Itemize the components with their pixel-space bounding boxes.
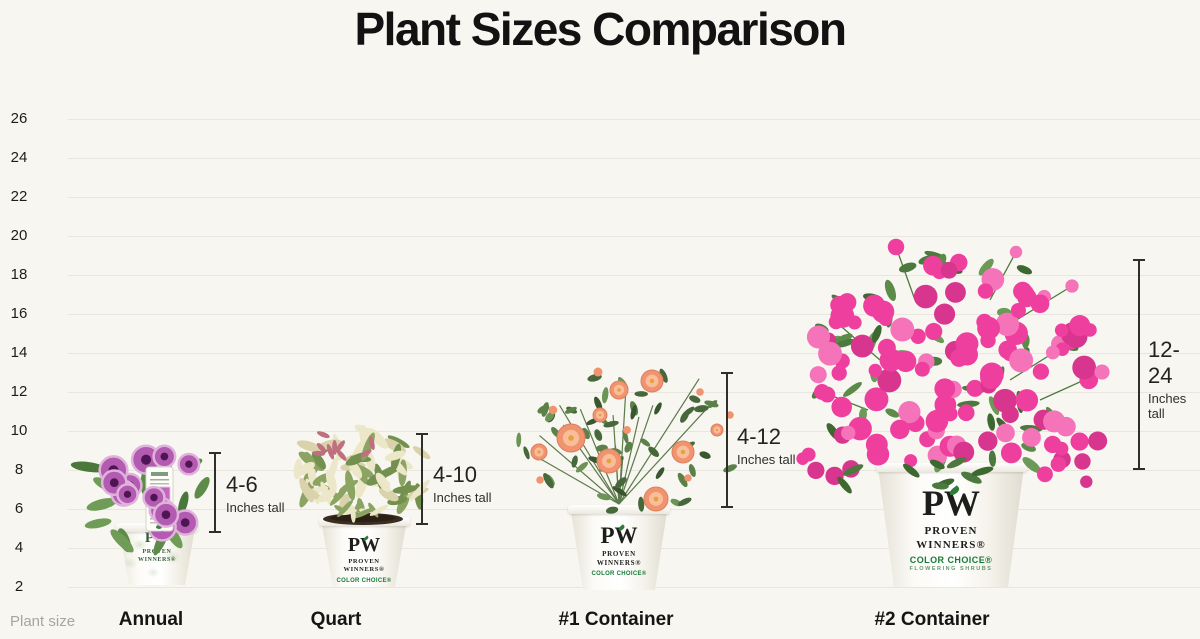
measurement-label: 12-24 Inches tall [1148, 337, 1200, 421]
pot-logo-pw: PW [145, 531, 169, 546]
pot-rim [875, 463, 1027, 472]
pot-quart: PW PROVEN WINNERS® COLOR CHOICE® [318, 517, 410, 587]
pot-label: PW PROVEN WINNERS® [118, 530, 196, 565]
gridline [68, 470, 1200, 471]
measurement-unit: Inches tall [1148, 391, 1187, 421]
plant-tag [145, 466, 174, 532]
gridline [68, 197, 1200, 198]
y-tick-label: 4 [14, 539, 24, 556]
measurement-bracket [209, 452, 221, 533]
pot-logo-pw: PW [922, 485, 980, 521]
pot-body [570, 505, 668, 590]
pot-label: PW PROVEN WINNERS® COLOR CHOICE® [570, 524, 668, 577]
bracket-line [1138, 259, 1140, 470]
y-tick-label: 8 [14, 461, 24, 478]
measurement-label: 4-10 Inches tall [433, 462, 492, 505]
y-tick-label: 26 [10, 110, 28, 127]
pot-subbrand: COLOR CHOICE® [336, 577, 392, 584]
y-tick-label: 6 [14, 500, 24, 517]
y-tick-label: 12 [10, 383, 28, 400]
plant-art-container-2 [796, 238, 1110, 494]
measurement-range: 12-24 [1148, 337, 1180, 388]
pot-brand-line: WINNERS® [138, 556, 176, 563]
measurement-unit: Inches tall [433, 490, 492, 505]
bracket-line [726, 372, 728, 508]
pot-annual: PW PROVEN WINNERS® [116, 523, 198, 585]
measurement-range: 4-12 [737, 424, 782, 449]
pot-logo-text: PW [347, 534, 381, 556]
bracket-cap [416, 433, 428, 435]
category-label-container-2: #2 Container [874, 609, 990, 630]
pot-brand-line: WINNERS® [596, 559, 642, 568]
pot-label: PW PROVEN WINNERS® COLOR CHOICE® [321, 535, 408, 584]
bracket-cap [209, 531, 221, 533]
plant-art-container-1 [516, 367, 737, 514]
measurement-range: 4-10 [433, 462, 478, 487]
measurement-label: 4-12 Inches tall [737, 424, 796, 467]
gridline [68, 431, 1200, 432]
pot-brand-line: PROVEN [142, 549, 172, 555]
y-tick-label: 24 [10, 149, 28, 166]
pot-logo-pw: PW [348, 535, 380, 555]
bracket-line [214, 452, 216, 533]
measurement-bracket [416, 433, 428, 525]
measurement-bracket [721, 372, 733, 508]
y-tick-label: 18 [10, 266, 28, 283]
y-tick-label: 14 [10, 344, 28, 361]
bracket-cap [721, 506, 733, 508]
measurement-label: 4-6 Inches tall [226, 472, 285, 515]
x-axis-label: Plant size [10, 613, 76, 630]
measurement-range: 4-6 [226, 472, 258, 497]
pot-subbrand: COLOR CHOICE® [591, 571, 647, 578]
pot-container-2: PW PROVEN WINNERS® COLOR CHOICE® FLOWERING S… [875, 463, 1027, 587]
bracket-cap [721, 372, 733, 374]
gridline [68, 392, 1200, 393]
measurement-bracket [1133, 259, 1145, 470]
pot-label: PW PROVEN WINNERS® COLOR CHOICE® FLOWERING S… [878, 485, 1025, 572]
pot-brand-line: WINNERS® [916, 539, 986, 552]
pot-subbrand-tagline: FLOWERING SHRUBS [909, 565, 993, 572]
category-label-annual: Annual [118, 609, 184, 630]
y-tick-label: 2 [14, 578, 24, 595]
bracket-cap [416, 523, 428, 525]
bracket-cap [1133, 259, 1145, 261]
measurement-unit: Inches tall [226, 500, 285, 515]
pot-rim [318, 517, 410, 526]
pot-rim [568, 505, 670, 514]
pot-container-1: PW PROVEN WINNERS® COLOR CHOICE® [568, 505, 670, 590]
pot-logo-text: PW [600, 523, 638, 548]
gridline [68, 353, 1200, 354]
pot-logo-pw: PW [600, 524, 637, 547]
chart-title: Plant Sizes Comparison [354, 3, 847, 55]
pot-brand-line: PROVEN [348, 558, 380, 565]
gridline [68, 236, 1200, 237]
pot-subbrand: COLOR CHOICE® [909, 554, 993, 565]
y-tick-label: 22 [10, 188, 28, 205]
gridline [68, 275, 1200, 276]
y-tick-label: 20 [10, 227, 28, 244]
gridline [68, 314, 1200, 315]
gridline [68, 119, 1200, 120]
bracket-cap [209, 452, 221, 454]
pot-brand-line: PROVEN [924, 525, 978, 537]
measurement-unit: Inches tall [737, 452, 796, 467]
category-label-container-1: #1 Container [558, 609, 674, 630]
gridline [68, 158, 1200, 159]
y-tick-label: 10 [10, 422, 28, 439]
y-tick-label: 16 [10, 305, 28, 322]
bracket-cap [1133, 468, 1145, 470]
pot-body [320, 517, 408, 587]
category-label-quart: Quart [310, 609, 362, 630]
pot-brand-line: WINNERS® [343, 566, 385, 574]
pot-brand-line: PROVEN [602, 550, 636, 558]
bracket-line [421, 433, 423, 525]
